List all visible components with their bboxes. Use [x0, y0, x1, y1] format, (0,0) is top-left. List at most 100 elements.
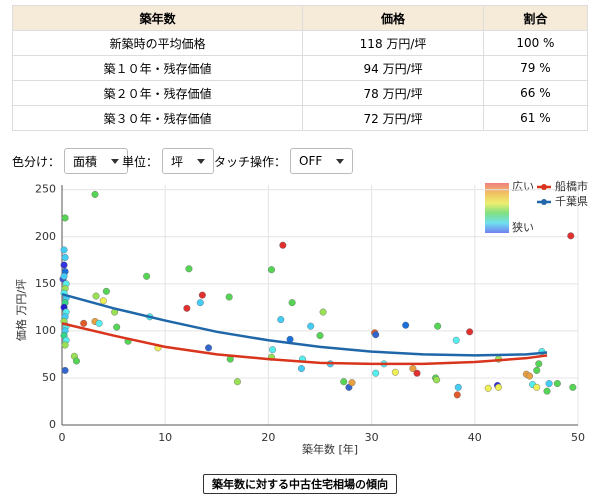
- point: [143, 272, 151, 280]
- y-tick-label: 150: [35, 277, 56, 290]
- x-tick-label: 30: [365, 431, 379, 444]
- point: [402, 321, 410, 329]
- caret: [111, 158, 120, 164]
- header-row: 築年数 価格 割合: [11, 5, 589, 31]
- point: [413, 369, 421, 377]
- y-tick-label: 100: [35, 324, 56, 337]
- x-tick-label: 50: [571, 431, 585, 444]
- table-cell: 築３０年・残存価値: [11, 105, 304, 131]
- point: [316, 332, 324, 340]
- point: [340, 378, 348, 386]
- control: 色分け： 面積: [12, 148, 129, 174]
- table-cell: 築２０年・残存価値: [11, 80, 304, 106]
- caption: 築年数に対する中古住宅相場の傾向: [203, 474, 397, 494]
- header-cell: 価格: [302, 5, 484, 31]
- point: [452, 336, 460, 344]
- point: [185, 265, 193, 273]
- table-cell: 100 %: [482, 30, 589, 56]
- caret: [336, 158, 345, 164]
- point: [61, 366, 69, 374]
- size-gradient: [485, 183, 509, 233]
- dropdown[interactable]: OFF: [290, 148, 354, 174]
- point: [409, 365, 417, 373]
- point: [233, 378, 241, 386]
- point: [269, 346, 277, 354]
- table-cell: 78 万円/坪: [302, 80, 484, 106]
- point: [60, 261, 68, 269]
- point: [60, 272, 68, 280]
- point: [348, 379, 356, 387]
- point: [533, 383, 541, 391]
- x-tick-label: 0: [59, 431, 66, 444]
- dropdown[interactable]: 面積: [64, 148, 129, 174]
- dropdown-value: 面積: [73, 154, 98, 169]
- dropdown-value: OFF: [299, 154, 323, 168]
- point: [205, 344, 213, 352]
- point: [567, 232, 575, 240]
- point: [277, 316, 285, 324]
- control-label: 色分け：: [12, 154, 61, 169]
- point: [495, 383, 503, 391]
- point: [466, 328, 474, 336]
- table-cell: 94 万円/坪: [302, 55, 484, 81]
- caret: [197, 158, 206, 164]
- point: [484, 384, 492, 392]
- control: タッチ操作： OFF: [214, 148, 354, 174]
- point: [433, 376, 441, 384]
- point: [183, 304, 191, 312]
- point: [543, 387, 551, 395]
- point: [267, 266, 275, 274]
- table-cell: 79 %: [482, 55, 589, 81]
- point: [80, 319, 88, 327]
- point: [533, 366, 541, 374]
- point: [60, 246, 68, 254]
- point: [535, 360, 543, 368]
- legend-dot: [541, 184, 547, 190]
- legend-label: 千葉県: [555, 194, 588, 208]
- table-cell: 築１０年・残存価値: [11, 55, 304, 81]
- point: [307, 322, 315, 330]
- point: [225, 293, 233, 301]
- size-legend-bottom: 狭い: [512, 221, 534, 234]
- point: [569, 383, 577, 391]
- point: [279, 241, 287, 249]
- y-tick-label: 0: [49, 418, 56, 431]
- x-tick-label: 20: [261, 431, 275, 444]
- size-legend-top: 広い: [512, 180, 534, 193]
- dropdown[interactable]: 坪: [162, 148, 215, 174]
- table-row: 新築時の平均価格 118 万円/坪 100 %: [11, 30, 589, 56]
- point: [391, 368, 399, 376]
- table-row: 築２０年・残存価値 78 万円/坪 66 %: [11, 80, 589, 106]
- point: [95, 319, 103, 327]
- point: [319, 308, 327, 316]
- point: [372, 331, 380, 339]
- table-row: 築１０年・残存価値 94 万円/坪 79 %: [11, 55, 589, 81]
- control-label: タッチ操作：: [214, 154, 287, 169]
- point: [297, 365, 305, 373]
- point: [434, 322, 442, 330]
- point: [61, 253, 69, 261]
- point: [372, 369, 380, 377]
- table-cell: 118 万円/坪: [302, 30, 484, 56]
- point: [553, 380, 561, 388]
- control-label: 単位：: [122, 154, 159, 169]
- point: [99, 297, 107, 305]
- header-cell: 築年数: [11, 5, 304, 31]
- table-cell: 72 万円/坪: [302, 105, 484, 131]
- control: 単位： 坪: [122, 148, 215, 174]
- y-axis-label: 価格 万円/坪: [14, 279, 28, 341]
- point: [198, 291, 206, 299]
- point: [454, 383, 462, 391]
- point: [545, 380, 553, 388]
- point: [92, 292, 100, 300]
- x-tick-label: 10: [158, 431, 172, 444]
- trend-line: [61, 292, 548, 357]
- point: [102, 287, 110, 295]
- point: [61, 341, 69, 349]
- table-cell: 61 %: [482, 105, 589, 131]
- x-axis-label: 築年数 [年]: [302, 442, 358, 456]
- point: [61, 214, 69, 222]
- y-tick-label: 250: [35, 183, 56, 196]
- point: [91, 190, 99, 198]
